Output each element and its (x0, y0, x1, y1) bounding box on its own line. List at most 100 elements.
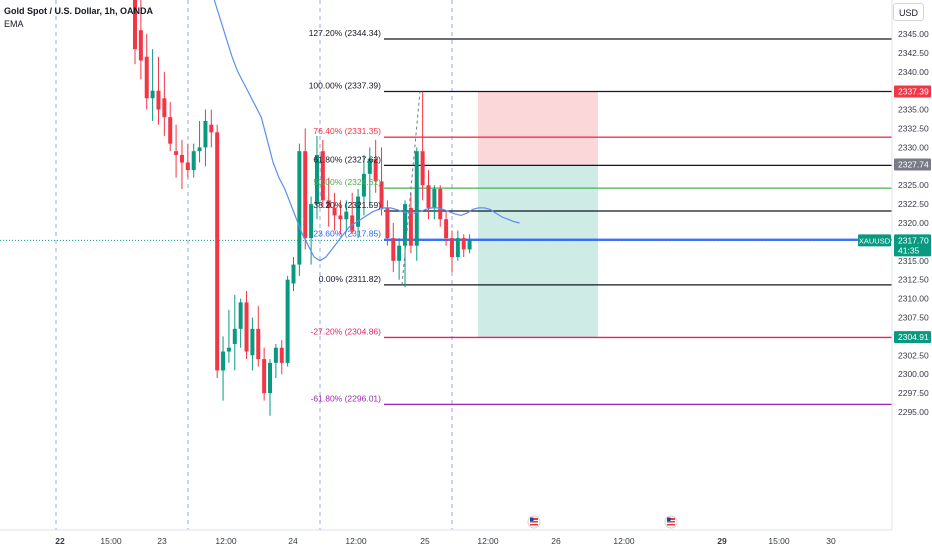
price-tick-8: 2325.00 (898, 180, 929, 190)
symbol-title[interactable]: Gold Spot / U.S. Dollar, 1h, OANDA (4, 6, 154, 16)
candle-body-47 (408, 207, 413, 246)
candle-body-27 (291, 264, 296, 284)
candle-body-0 (133, 0, 137, 50)
plot-area: 127.20% (2344.34) 100.00% (2337.39) 76.40%… (0, 0, 892, 530)
candle-body-6 (168, 117, 173, 144)
price-tick-10: 2320.00 (898, 218, 929, 228)
price-tick-1: 2342.50 (898, 48, 929, 58)
candle-body-32 (320, 151, 325, 201)
candles (133, 0, 472, 416)
candle-body-5 (162, 98, 167, 118)
us-event-flag-icon-0[interactable] (527, 515, 541, 529)
time-label-7: 12:00 (477, 536, 499, 546)
price-tick-12: 2315.00 (898, 256, 929, 266)
symbol-tag: XAUUSD (859, 236, 891, 245)
price-label-box-1 (894, 158, 931, 171)
us-event-flag-icon-1[interactable] (664, 515, 678, 529)
candle-body-18 (238, 302, 243, 329)
candle-body-34 (332, 207, 337, 216)
candle-body-8 (179, 154, 184, 163)
candle-body-22 (262, 359, 267, 394)
candle-body-11 (197, 147, 202, 152)
candle-body-55 (455, 238, 460, 258)
fib-label-9: -61.80% (2296.01) (311, 393, 382, 403)
candle-body-20 (250, 328, 255, 356)
stop-loss-zone (478, 91, 598, 165)
candle-body-3 (150, 90, 155, 99)
candle-body-45 (397, 245, 402, 261)
candle-body-30 (309, 204, 314, 239)
fib-label-7: 0.00% (2311.82) (319, 274, 381, 284)
fib-label-0: 127.20% (2344.34) (309, 28, 381, 38)
price-tick-14: 2310.00 (898, 294, 929, 304)
candle-body-12 (203, 120, 208, 148)
time-label-0: 22 (55, 536, 65, 546)
candle-body-19 (244, 302, 249, 352)
candle-body-53 (444, 219, 449, 239)
candle-body-36 (344, 211, 349, 220)
price-label-0: 2337.39 (898, 87, 929, 97)
candle-body-44 (391, 238, 396, 261)
candle-body-51 (432, 188, 437, 208)
price-tick-17: 2302.50 (898, 350, 929, 360)
candle-body-14 (215, 132, 220, 371)
candle-body-15 (221, 351, 226, 371)
candle-body-40 (367, 158, 372, 174)
candle-body-41 (373, 158, 378, 182)
price-label-box-0 (894, 85, 931, 98)
time-label-5: 12:00 (345, 536, 367, 546)
candle-body-16 (226, 347, 231, 352)
candle-body-13 (209, 124, 214, 133)
current-price-box (894, 234, 931, 257)
fib-label-5: 38.20% (2321.59) (313, 200, 381, 210)
price-tick-19: 2297.50 (898, 388, 929, 398)
time-label-8: 26 (551, 536, 561, 546)
fib-trendline (401, 91, 421, 285)
candle-body-42 (379, 181, 384, 208)
price-tick-0: 2345.00 (898, 29, 929, 39)
price-tick-4: 2335.00 (898, 105, 929, 115)
chart-legend: Gold Spot / U.S. Dollar, 1h, OANDA EMA (4, 5, 153, 31)
candle-body-54 (449, 238, 454, 258)
time-label-4: 24 (288, 536, 298, 546)
candle-body-24 (273, 347, 278, 363)
time-label-10: 29 (717, 536, 727, 546)
candle-body-7 (174, 151, 179, 155)
price-tick-18: 2300.00 (898, 369, 929, 379)
time-label-6: 25 (420, 536, 430, 546)
currency-button[interactable]: USD (893, 3, 924, 21)
price-label-2: 2304.91 (898, 332, 929, 342)
candle-body-39 (361, 173, 366, 197)
time-label-9: 12:00 (613, 536, 635, 546)
fib-label-4: 50.00% (2324.61) (313, 177, 381, 187)
candle-body-31 (314, 154, 319, 205)
price-label-1: 2327.74 (898, 159, 929, 169)
time-label-1: 15:00 (100, 536, 122, 546)
candle-body-17 (232, 328, 237, 344)
time-label-11: 15:00 (768, 536, 790, 546)
candle-body-26 (285, 279, 290, 363)
candle-body-52 (438, 188, 443, 220)
candle-body-2 (144, 56, 149, 99)
symbol-tag-box (858, 234, 891, 247)
candle-body-46 (403, 204, 408, 246)
price-tick-6: 2330.00 (898, 142, 929, 152)
candle-body-35 (338, 215, 343, 220)
candle-body-28 (297, 151, 302, 265)
time-label-3: 12:00 (215, 536, 237, 546)
candle-body-21 (256, 328, 261, 360)
price-tick-2: 2340.00 (898, 67, 929, 77)
price-tick-9: 2322.50 (898, 199, 929, 209)
price-tick-13: 2312.50 (898, 275, 929, 285)
candle-body-49 (420, 151, 425, 186)
candle-body-29 (303, 151, 308, 239)
ema-line (213, 0, 520, 262)
candle-body-9 (185, 162, 190, 171)
fib-label-3: 61.80% (2327.62) (313, 154, 381, 164)
ema-indicator-label[interactable]: EMA (4, 19, 24, 29)
candle-body-37 (350, 215, 355, 231)
fib-label-8: -27.20% (2304.86) (311, 326, 382, 336)
candle-body-1 (138, 30, 143, 61)
candle-body-10 (191, 151, 196, 171)
